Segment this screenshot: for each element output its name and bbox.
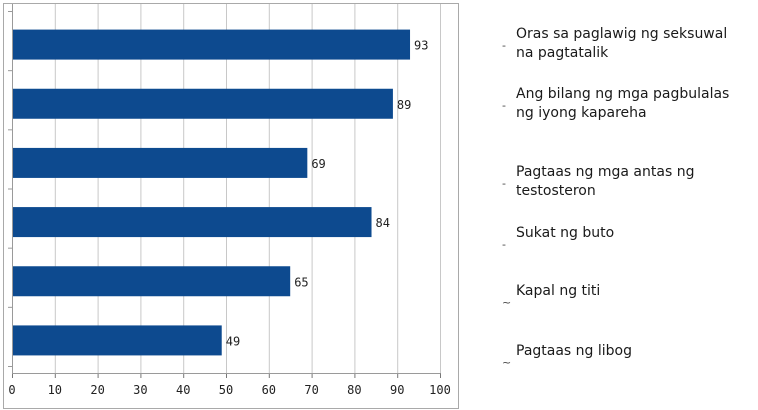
bar-3 [13, 147, 308, 178]
x-tick-label: 20 [90, 383, 104, 397]
bar-value-label: 84 [376, 216, 390, 230]
x-tick-label: 60 [262, 383, 276, 397]
legend-label: Pagtaas ng libog [516, 343, 632, 359]
grid-lines [12, 3, 441, 373]
bar-1 [13, 29, 411, 60]
bar-2 [13, 88, 393, 119]
bar-6 [13, 325, 222, 356]
x-tick-label: 100 [429, 383, 451, 397]
legend-label: Oras sa paglawig ng seksuwal na pagtatal… [516, 26, 728, 61]
x-tick-label: 10 [48, 383, 62, 397]
legend-marker-icon: - [502, 177, 506, 190]
legend-marker-icon: ~ [502, 296, 512, 309]
bars [13, 29, 411, 356]
legend-label: Ang bilang ng mga pagbulalas ng iyong ka… [516, 86, 730, 121]
bar-chart: 93 89 69 84 65 49 0 10 20 30 40 50 60 70 80 90 100 [3, 3, 459, 409]
bar-value-label: 93 [414, 39, 428, 53]
bar-value-label: 89 [397, 98, 411, 112]
bar-value-label: 69 [311, 157, 325, 171]
legend-marker-icon: ~ [502, 356, 512, 369]
legend-label: Pagtaas ng mga antas ng testosteron [516, 164, 695, 199]
x-tick-label: 50 [219, 383, 233, 397]
x-tick-label: 80 [347, 383, 361, 397]
x-tick-label: 70 [304, 383, 318, 397]
bar-value-label: 65 [294, 275, 308, 289]
bar-value-label: 49 [226, 334, 240, 348]
legend-label: Kapal ng titi [516, 283, 601, 299]
x-axis: 0 10 20 30 40 50 60 70 80 90 100 [8, 3, 451, 397]
legend-label: Sukat ng buto [516, 225, 615, 241]
category-legend: - Oras sa paglawig ng seksuwal na pagtata… [500, 0, 758, 410]
bar-5 [13, 266, 291, 297]
x-tick-label: 30 [133, 383, 147, 397]
legend-marker-icon: - [502, 39, 506, 52]
legend-marker-icon: - [502, 99, 506, 112]
x-tick-label: 0 [8, 383, 15, 397]
x-tick-label: 40 [176, 383, 190, 397]
x-tick-label: 90 [390, 383, 404, 397]
plot-frame [3, 3, 459, 409]
bar-4 [13, 207, 372, 238]
legend-marker-icon: - [502, 238, 506, 251]
data-labels: 93 89 69 84 65 49 [226, 39, 429, 349]
